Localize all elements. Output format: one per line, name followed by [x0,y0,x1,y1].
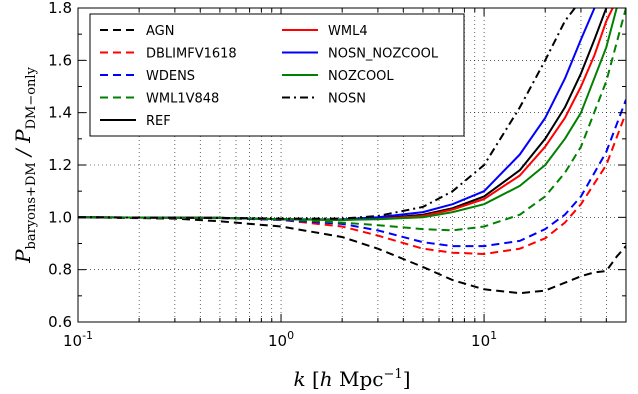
x-tick-label: 10-1 [63,329,93,350]
legend-label: WML4 [328,24,368,39]
x-axis-label: k [h Mpc−1] [293,367,410,391]
legend-label: DBLIMFV1618 [146,47,237,62]
series-line-agn [78,216,626,295]
y-axis-label: Pbaryons+DM / PDM−only [11,66,39,264]
legend-label: WDENS [146,69,195,84]
x-tick-label: 100 [268,329,294,350]
y-tick-label: 1.0 [48,208,72,226]
legend-label: WML1V848 [146,92,219,107]
series-line-nosn [78,8,576,220]
y-tick-label: 1.2 [48,156,72,174]
series-layer [78,8,626,295]
legend-label: NOZCOOL [328,69,394,84]
y-tick-label: 1.8 [48,0,72,17]
legend-label: REF [146,114,171,129]
legend-box [89,13,465,137]
legend-label: AGN [146,24,174,39]
y-tick-label: 0.8 [48,261,72,279]
series-line-nozcool [78,8,618,221]
y-tick-label: 1.4 [48,104,72,122]
y-tick-label: 1.6 [48,51,72,69]
ticks: 10-1 100 101 0.6 0.8 1.0 1.2 1.4 1.6 1.8 [48,0,627,350]
x-tick-label: 101 [471,329,497,350]
y-tick-label: 0.6 [48,313,72,331]
legend: AGN DBLIMFV1618 WDENS WML1V848 REF WML4 NOSN_N… [89,13,465,137]
legend-label: NOSN_NOZCOOL [328,47,439,62]
legend-label: NOSN [328,92,366,107]
